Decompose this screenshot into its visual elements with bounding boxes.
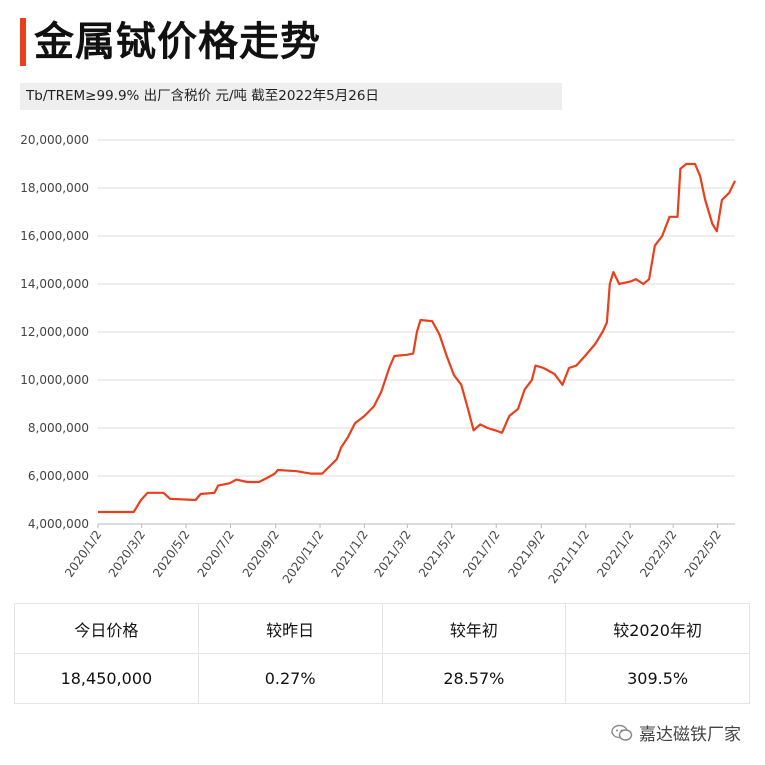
- y-tick-label: 12,000,000: [20, 325, 89, 339]
- x-tick-label: 2021/3/2: [371, 528, 413, 580]
- price-line-chart: 4,000,000 6,000,000 8,000,000 10,000,000 12,…: [20, 133, 736, 586]
- wechat-icon: [611, 724, 633, 741]
- y-tick-label: 14,000,000: [20, 277, 89, 291]
- y-tick-label: 18,000,000: [20, 181, 89, 195]
- x-tick-label: 2020/3/2: [106, 528, 148, 580]
- y-tick-label: 6,000,000: [28, 469, 89, 483]
- y-tick-label: 10,000,000: [20, 373, 89, 387]
- stats-value-vs-year-start: 28.57%: [381, 653, 567, 704]
- y-tick-label: 16,000,000: [20, 229, 89, 243]
- y-tick-label: 8,000,000: [28, 421, 89, 435]
- stats-header-vs-year-start: 较年初: [381, 603, 567, 654]
- stats-header-row: 今日价格 较昨日 较年初 较2020年初: [14, 603, 750, 654]
- stats-header-today-price: 今日价格: [14, 603, 199, 654]
- x-tick-label: 2021/5/2: [416, 528, 458, 580]
- x-tick-label: 2020/7/2: [195, 528, 237, 580]
- stats-table: 今日价格 较昨日 较年初 较2020年初 18,450,000 0.27% 28…: [14, 603, 750, 704]
- stats-header-vs-2020-start: 较2020年初: [565, 603, 750, 654]
- stats-header-vs-yesterday: 较昨日: [197, 603, 383, 654]
- x-tick-label: 2022/1/2: [594, 528, 636, 580]
- title-accent-bar: [20, 18, 26, 66]
- y-tick-label: 4,000,000: [28, 517, 89, 531]
- watermark-text: 嘉达磁铁厂家: [639, 725, 741, 745]
- x-tick-label: 2020/9/2: [240, 528, 282, 580]
- stats-value-row: 18,450,000 0.27% 28.57% 309.5%: [14, 653, 750, 704]
- x-tick-label: 2020/1/2: [62, 528, 104, 580]
- x-tick-label: 2020/11/2: [280, 528, 327, 586]
- y-tick-label: 20,000,000: [20, 133, 89, 147]
- page-title: 金属铽价格走势: [34, 19, 321, 65]
- stats-value-vs-2020-start: 309.5%: [565, 653, 750, 704]
- x-tick-label: 2022/3/2: [637, 528, 679, 580]
- price-series-line: [98, 162, 736, 514]
- x-tick-label: 2021/7/2: [460, 528, 502, 580]
- x-tick-label: 2022/5/2: [682, 528, 724, 580]
- chart-subtitle: Tb/TREM≥99.9% 出厂含税价 元/吨 截至2022年5月26日: [20, 83, 562, 110]
- stats-value-vs-yesterday: 0.27%: [197, 653, 383, 704]
- x-tick-label: 2021/9/2: [505, 528, 547, 580]
- watermark: 嘉达磁铁厂家: [611, 720, 741, 745]
- x-tick-label: 2020/5/2: [150, 528, 192, 580]
- stats-value-today-price: 18,450,000: [14, 653, 199, 704]
- x-tick-label: 2021/1/2: [329, 528, 371, 580]
- x-tick-label: 2021/11/2: [545, 528, 592, 586]
